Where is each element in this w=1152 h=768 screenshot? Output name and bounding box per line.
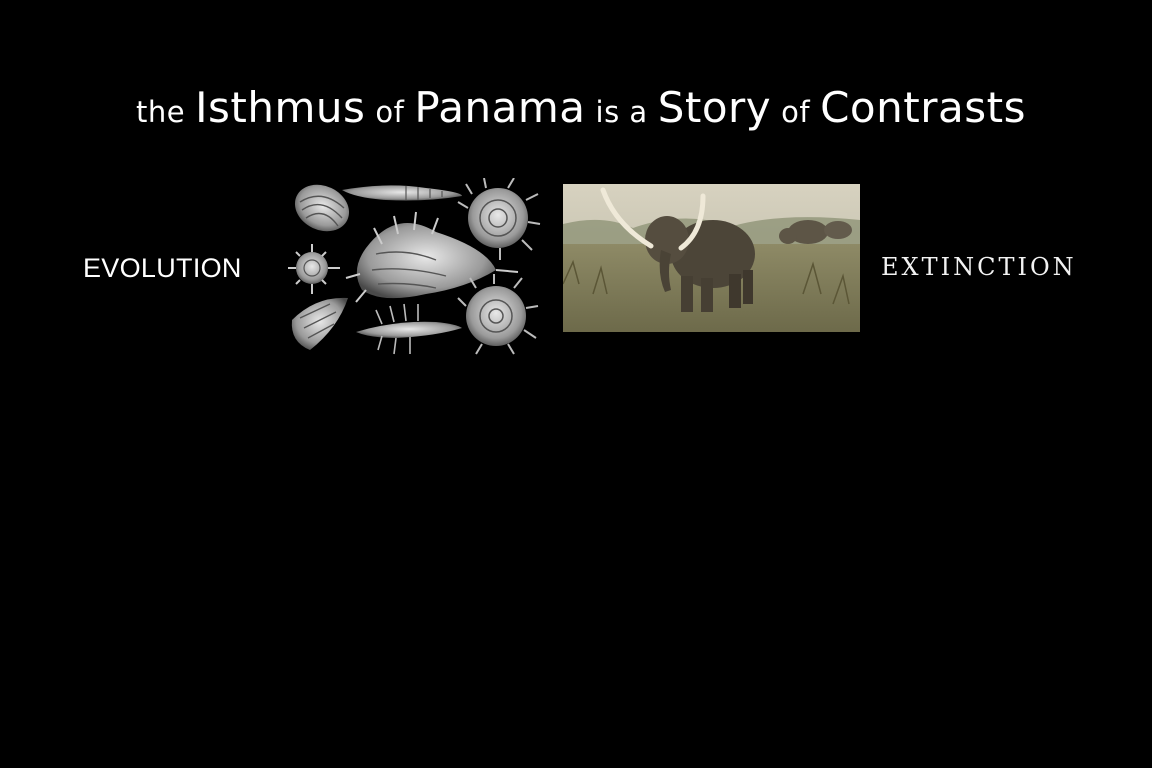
title-word-of-1: of xyxy=(375,95,405,130)
star-shell xyxy=(288,244,340,294)
title-word-of-2: of xyxy=(781,95,811,130)
spindle-shell xyxy=(342,185,462,201)
spiky-shell-top xyxy=(457,178,541,260)
title-word-is-a: is a xyxy=(595,95,648,130)
title-word-the: the xyxy=(136,95,186,130)
helmet-shell xyxy=(294,184,350,232)
mammoth-painting xyxy=(563,184,860,332)
venus-comb-shell xyxy=(356,303,462,355)
mammoth-drawing xyxy=(563,184,860,332)
mastodon xyxy=(600,187,755,312)
shells-illustration xyxy=(286,178,542,356)
shells-drawing xyxy=(288,178,541,355)
slide-title: the Isthmus of Panama is a Story of Contrasts xyxy=(0,83,1152,132)
title-word-panama: Panama xyxy=(414,83,586,133)
cone-shell xyxy=(291,297,348,350)
title-word-isthmus: Isthmus xyxy=(195,83,366,133)
title-word-story: Story xyxy=(657,83,772,133)
murex-shell xyxy=(345,211,519,303)
title-word-contrasts: Contrasts xyxy=(820,83,1026,133)
spiky-shell-bottom xyxy=(457,274,539,355)
distant-mammoths xyxy=(779,220,852,244)
extinction-label: EXTINCTION xyxy=(881,253,1077,281)
evolution-label: EVOLUTION xyxy=(83,253,242,283)
